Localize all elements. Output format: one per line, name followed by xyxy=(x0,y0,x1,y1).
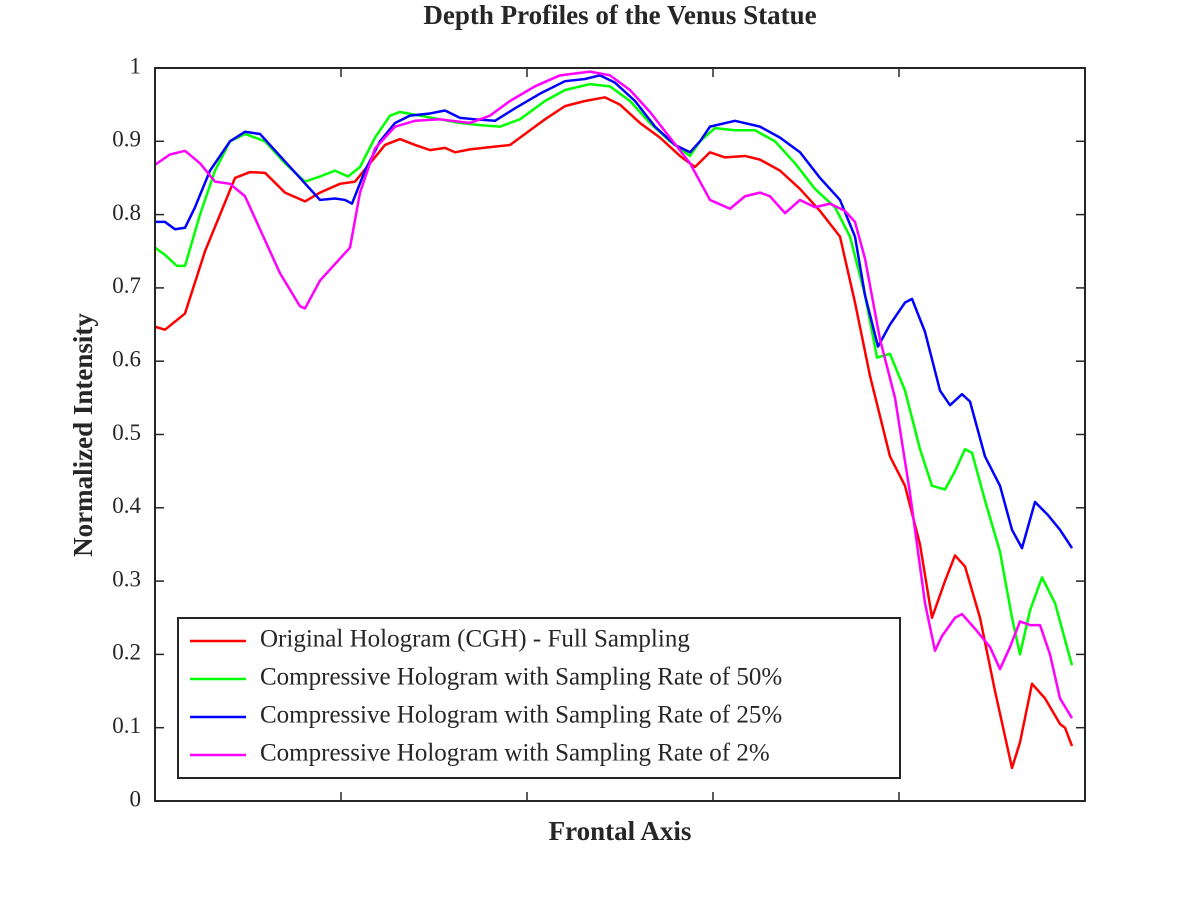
y-tick-label: 0.9 xyxy=(112,127,141,152)
y-tick-label: 0.4 xyxy=(112,493,141,518)
y-axis-label: Normalized Intensity xyxy=(68,313,98,557)
series-line xyxy=(155,74,1074,550)
legend-label: Compressive Hologram with Sampling Rate … xyxy=(260,664,782,691)
y-tick-label: 0 xyxy=(130,786,142,811)
y-tick-label: 0.1 xyxy=(112,713,141,738)
y-tick-label: 0.7 xyxy=(112,273,141,298)
y-tick-label: 1 xyxy=(130,53,142,78)
legend-label: Compressive Hologram with Sampling Rate … xyxy=(260,740,770,767)
y-tick-label: 0.2 xyxy=(112,640,141,665)
y-tick-label: 0.8 xyxy=(112,200,141,225)
legend-label: Compressive Hologram with Sampling Rate … xyxy=(260,702,782,729)
y-tick-label: 0.3 xyxy=(112,566,141,591)
chart-title: Depth Profiles of the Venus Statue xyxy=(423,0,816,30)
legend-label: Original Hologram (CGH) - Full Sampling xyxy=(260,626,690,653)
x-axis-label: Frontal Axis xyxy=(549,816,692,846)
plot-frame xyxy=(154,67,1086,802)
series-line xyxy=(154,70,1074,719)
y-tick-label: 0.5 xyxy=(112,420,141,445)
y-tick-label: 0.6 xyxy=(112,346,141,371)
legend-box xyxy=(177,617,901,779)
